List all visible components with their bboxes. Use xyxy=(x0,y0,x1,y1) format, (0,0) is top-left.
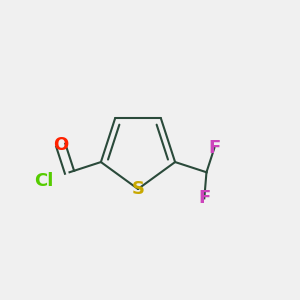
Text: F: F xyxy=(208,139,220,157)
Text: Cl: Cl xyxy=(34,172,53,190)
Text: F: F xyxy=(198,189,210,207)
Text: O: O xyxy=(53,136,68,154)
Text: S: S xyxy=(131,180,145,198)
